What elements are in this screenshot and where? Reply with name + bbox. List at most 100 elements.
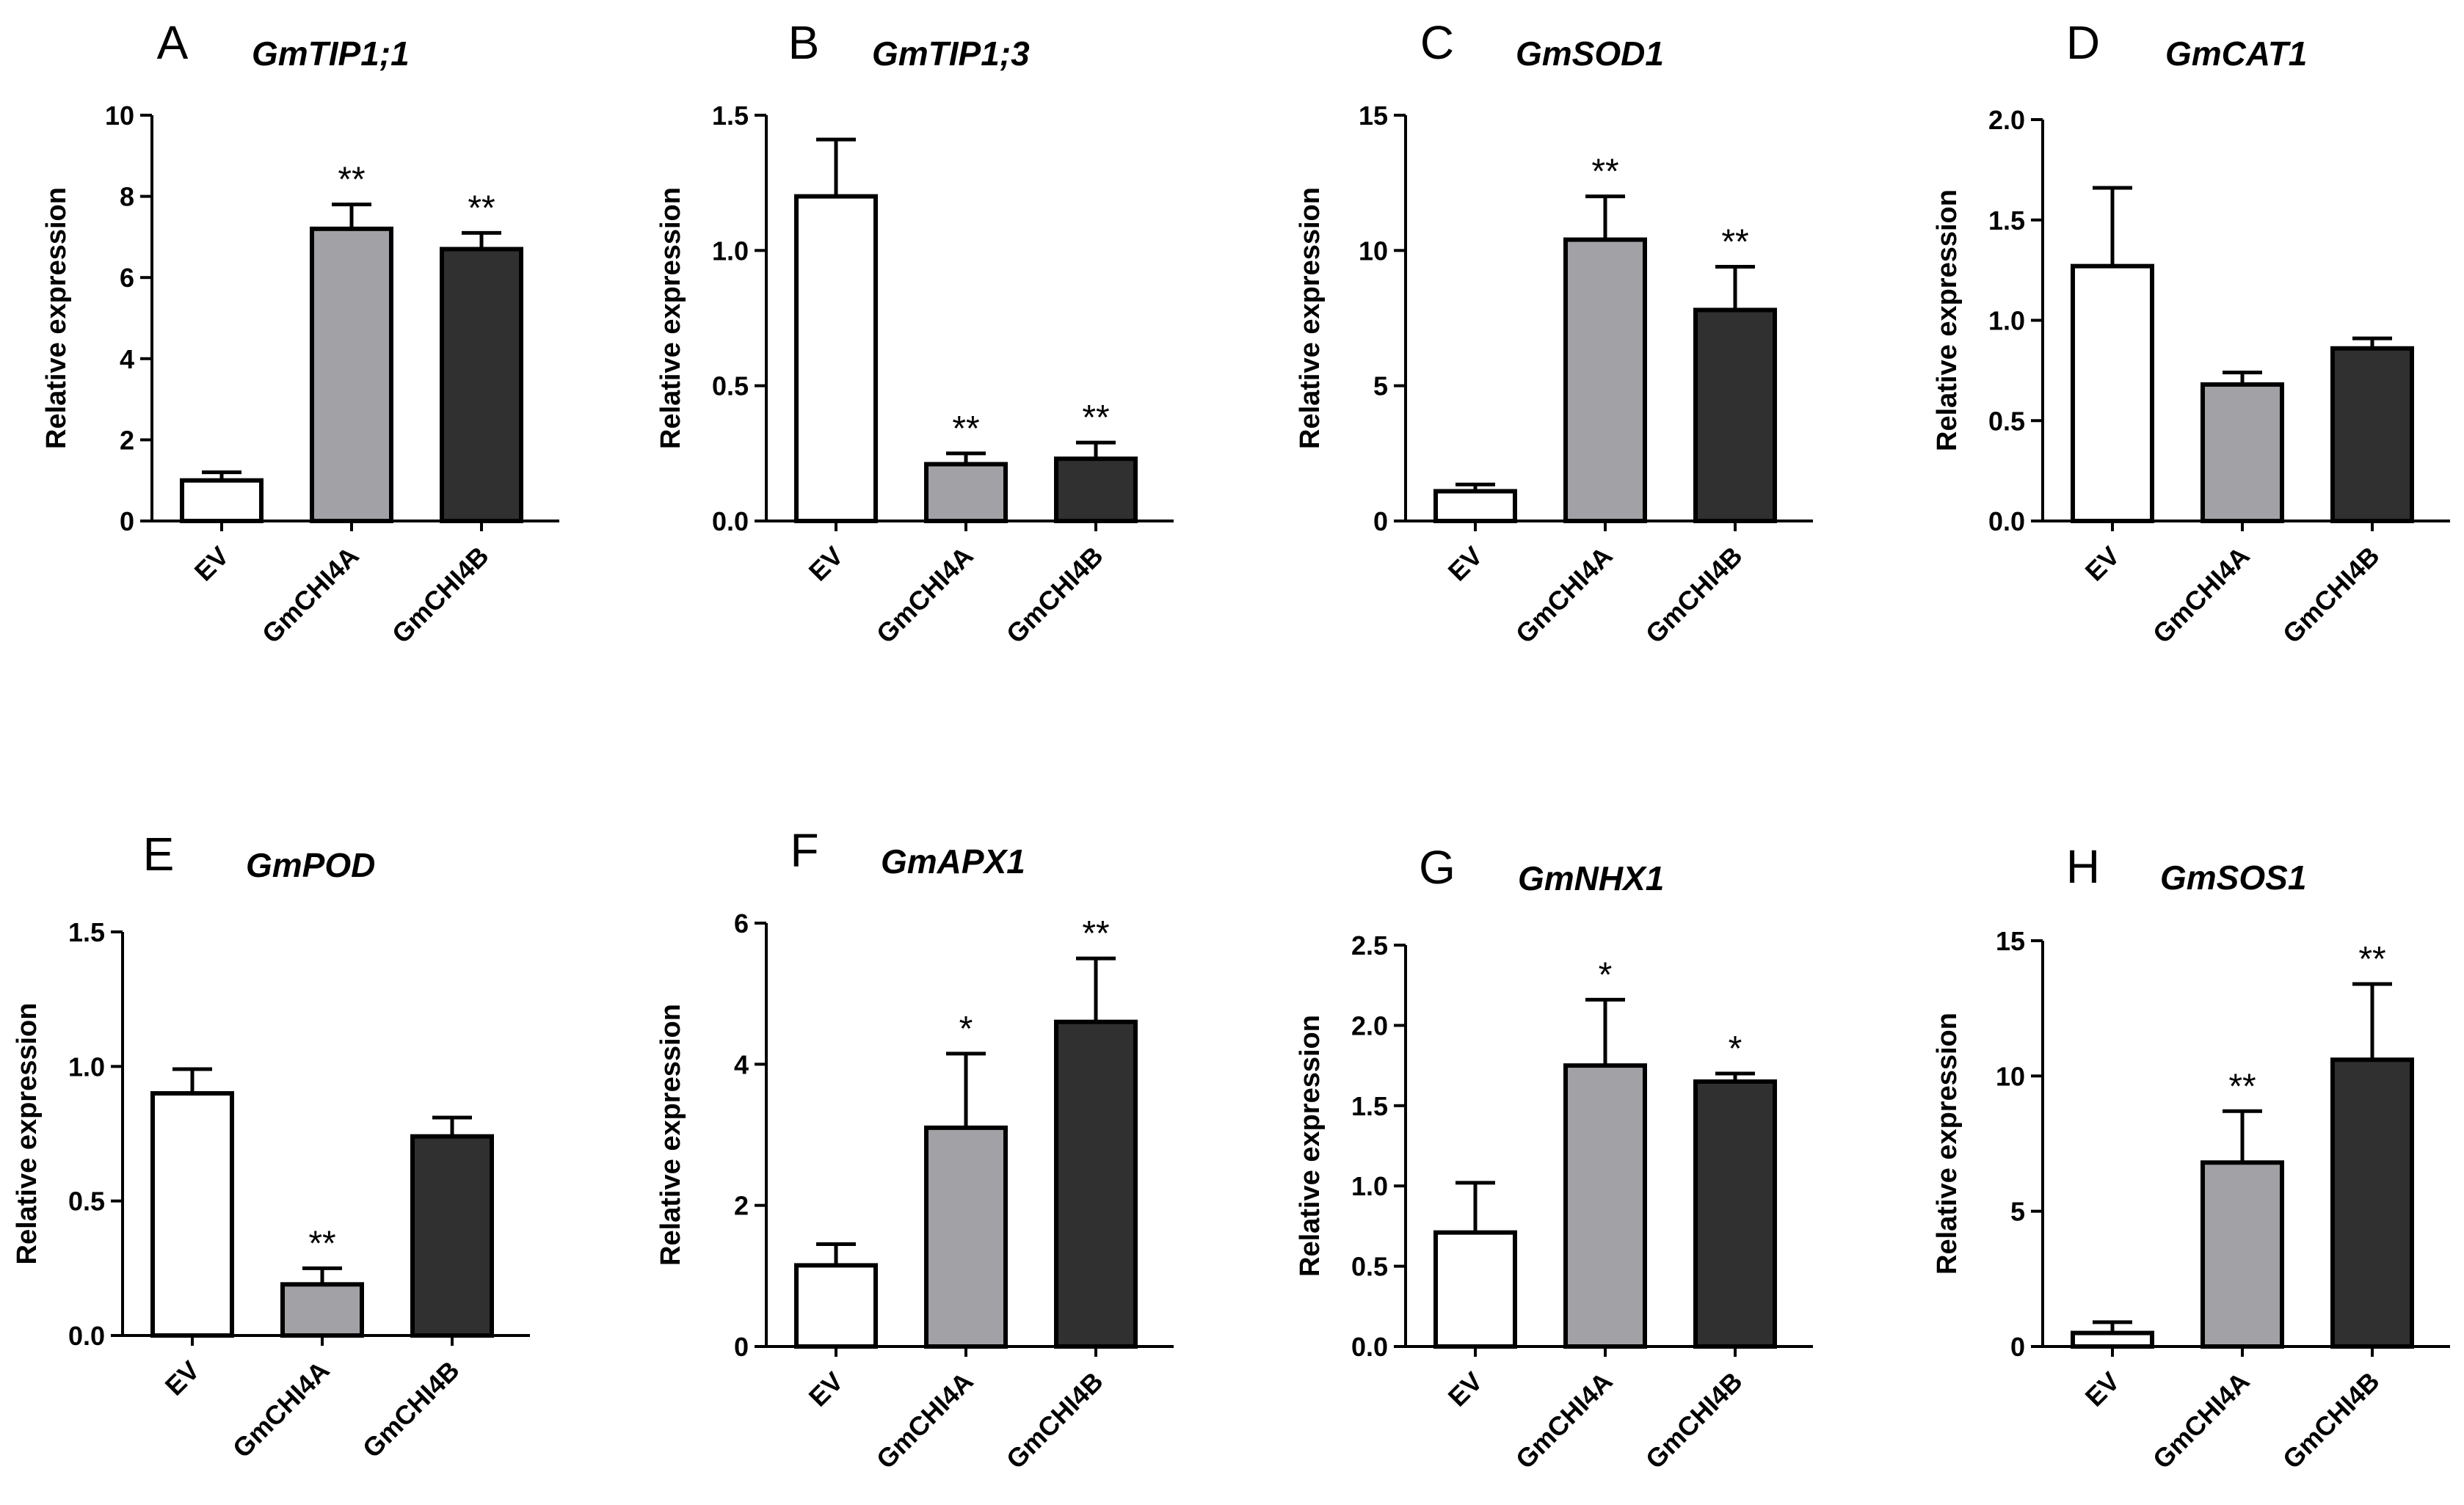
y-tick-label: 0 — [2010, 1332, 2025, 1362]
panel-title: GmSOS1 — [2160, 859, 2306, 897]
significance-marker: * — [959, 1010, 973, 1049]
y-axis-title: Relative expression — [1932, 1013, 1963, 1275]
y-tick-label: 10 — [1359, 236, 1388, 266]
significance-marker: ** — [308, 1224, 335, 1263]
panel-letter: D — [2066, 16, 2100, 69]
bar-ev — [1433, 1230, 1517, 1349]
x-tick-label: GmCHI4B — [1000, 1366, 1109, 1475]
bar-gmchi4b — [1693, 307, 1777, 523]
chart-panel-d: D GmCAT1 0.0 0.5 1.0 1.5 2.0 Relative expressio… — [1932, 16, 2450, 649]
panel-letter: E — [143, 828, 175, 881]
panel-title: GmNHX1 — [1518, 859, 1664, 897]
y-tick-label: 15 — [1359, 101, 1388, 131]
x-tick-label: GmCHI4A — [1510, 541, 1618, 649]
bar-ev — [180, 478, 264, 524]
y-tick-label: 1.5 — [712, 101, 749, 131]
y-axis-title: Relative expression — [41, 187, 72, 449]
y-tick-label: 0.0 — [68, 1321, 105, 1351]
chart-panel-h: H GmSOS1 0 5 10 15 Relative expression EV ** GmCH… — [1932, 840, 2450, 1474]
y-tick-label: 0.5 — [68, 1187, 105, 1217]
y-tick-label: 8 — [120, 182, 134, 212]
bar-ev — [1433, 489, 1517, 523]
panel-letter: A — [157, 16, 189, 69]
x-tick-label: GmCHI4B — [1640, 1366, 1748, 1475]
y-tick-label: 4 — [120, 344, 134, 374]
significance-marker: * — [1729, 1030, 1742, 1068]
y-tick-label: 1.5 — [1988, 205, 2025, 236]
significance-marker: ** — [1082, 398, 1109, 437]
x-tick-label: GmCHI4B — [386, 541, 495, 649]
bar-gmchi4b — [440, 247, 523, 523]
y-tick-label: 2 — [120, 425, 134, 455]
y-axis-title: Relative expression — [1295, 187, 1326, 449]
chart-panel-c: C GmSOD1 0 5 10 15 Relative expression EV ** GmCH… — [1295, 16, 1813, 649]
y-axis-title: Relative expression — [1295, 1015, 1326, 1277]
y-tick-label: 2.0 — [1351, 1010, 1388, 1041]
panel-letter: H — [2066, 840, 2100, 893]
x-tick-label: GmCHI4A — [871, 541, 979, 649]
significance-marker: ** — [1591, 153, 1618, 192]
significance-marker: ** — [338, 161, 365, 200]
bar-gmchi4a — [2200, 382, 2284, 524]
x-tick-label: EV — [803, 541, 849, 587]
bar-gmchi4b — [1054, 456, 1138, 523]
y-axis-title: Relative expression — [12, 1003, 43, 1265]
y-tick-label: 10 — [105, 101, 134, 131]
bar-ev — [794, 1263, 878, 1349]
y-tick-label: 2.0 — [1988, 105, 2025, 135]
bar-gmchi4b — [2330, 1057, 2414, 1349]
bar-gmchi4a — [924, 1125, 1008, 1349]
x-tick-label: GmCHI4A — [227, 1355, 335, 1464]
y-tick-label: 4 — [734, 1049, 749, 1079]
x-tick-label: EV — [803, 1366, 849, 1413]
bar-ev — [2071, 263, 2154, 523]
bar-gmchi4a — [1563, 237, 1647, 523]
bar-gmchi4a — [1563, 1063, 1647, 1349]
bar-gmchi4a — [280, 1282, 364, 1338]
bar-gmchi4b — [1054, 1019, 1138, 1349]
x-tick-label: GmCHI4B — [357, 1355, 465, 1464]
panel-letter: G — [1419, 841, 1455, 894]
y-tick-label: 1.0 — [712, 236, 749, 266]
chart-panel-b: B GmTIP1;3 0.0 0.5 1.0 1.5 Relative expression… — [655, 16, 1174, 649]
bar-ev — [150, 1091, 234, 1338]
panel-letter: B — [788, 16, 820, 69]
x-tick-label: GmCHI4A — [1510, 1366, 1618, 1475]
chart-panel-e: E GmPOD 0.0 0.5 1.0 1.5 Relative expression EV *… — [12, 828, 530, 1463]
y-tick-label: 1.0 — [1351, 1171, 1388, 1201]
y-tick-label: 0.0 — [1988, 506, 2025, 536]
y-axis-title: Relative expression — [655, 1004, 686, 1266]
y-tick-label: 0.0 — [712, 506, 749, 536]
chart-panel-g: G GmNHX1 0.0 0.5 1.0 1.5 2.0 2.5 Relative expres… — [1295, 841, 1813, 1474]
x-tick-label: GmCHI4A — [871, 1366, 979, 1475]
significance-marker: ** — [1082, 914, 1109, 953]
chart-panel-a: A GmTIP1;1 0 2 4 6 8 10 Relative expression EV ** G… — [41, 16, 559, 649]
y-tick-label: 1.5 — [68, 917, 105, 947]
bar-gmchi4a — [924, 462, 1008, 524]
significance-marker: * — [1599, 955, 1613, 994]
significance-marker: ** — [468, 189, 495, 227]
y-tick-label: 5 — [2010, 1197, 2025, 1227]
y-tick-label: 2 — [734, 1191, 749, 1221]
y-tick-label: 0 — [120, 506, 134, 536]
y-tick-label: 6 — [734, 908, 749, 939]
x-tick-label: EV — [1442, 1366, 1489, 1413]
bar-gmchi4a — [2200, 1160, 2284, 1349]
bar-ev — [2071, 1330, 2154, 1349]
y-tick-label: 1.5 — [1351, 1091, 1388, 1121]
bar-gmchi4a — [310, 226, 393, 523]
x-tick-label: GmCHI4B — [2277, 1366, 2385, 1475]
chart-panel-f: F GmAPX1 0 2 4 6 Relative expression EV * GmCHI4A… — [655, 824, 1174, 1474]
bar-gmchi4b — [2330, 346, 2414, 524]
y-tick-label: 1.0 — [1988, 306, 2025, 336]
y-tick-label: 0.5 — [1988, 406, 2025, 436]
y-tick-label: 5 — [1373, 371, 1388, 401]
y-tick-label: 6 — [120, 263, 134, 293]
y-tick-label: 15 — [1996, 926, 2025, 956]
y-axis-title: Relative expression — [655, 187, 686, 449]
y-tick-label: 0.5 — [1351, 1252, 1388, 1282]
x-tick-label: GmCHI4A — [256, 541, 365, 649]
panel-title: GmSOD1 — [1516, 34, 1664, 73]
x-tick-label: GmCHI4A — [2147, 1366, 2256, 1475]
